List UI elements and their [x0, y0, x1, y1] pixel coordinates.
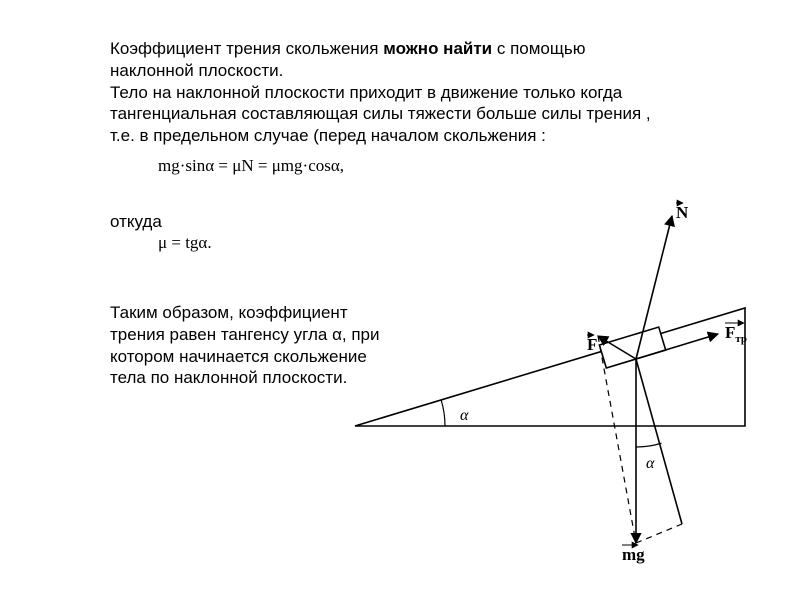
formula-1: mg·sinα = μN = μmg·cosα,: [110, 155, 670, 177]
paragraph-1: Коэффициент трения скольжения можно найт…: [110, 38, 670, 82]
svg-text:F: F: [587, 335, 597, 354]
svg-text:Fтр: Fтр: [725, 323, 747, 345]
svg-text:α: α: [646, 455, 655, 472]
p1-part-a: Коэффициент трения скольжения: [110, 39, 383, 58]
p1-part-b-bold: можно найти: [383, 39, 492, 58]
paragraph-2: Тело на наклонной плоскости приходит в д…: [110, 82, 670, 147]
svg-text:mg: mg: [622, 545, 645, 564]
svg-text:N: N: [676, 203, 689, 222]
diagram-svg: N F Fтр mg α α: [345, 198, 775, 578]
svg-text:α: α: [460, 407, 469, 424]
inclined-plane-diagram: N F Fтр mg α α: [345, 198, 775, 578]
